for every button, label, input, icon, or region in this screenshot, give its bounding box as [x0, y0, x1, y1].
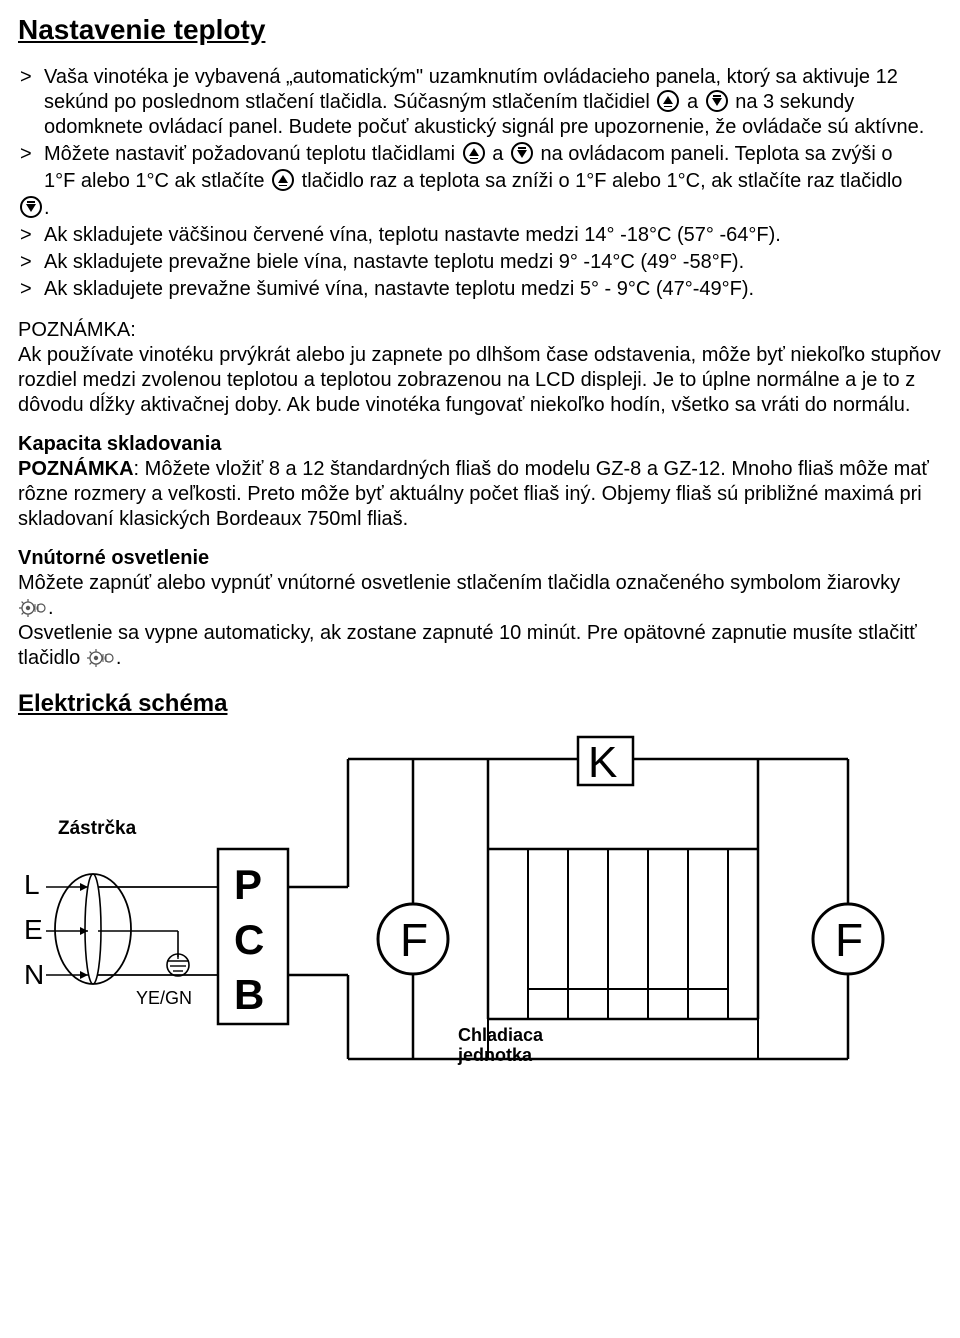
- bullet-marker: >: [18, 250, 44, 275]
- lighting-text-2: Osvetlenie sa vypne automaticky, ak zost…: [18, 622, 917, 669]
- bullet-subline: .: [18, 196, 942, 221]
- schema-E: E: [24, 914, 43, 945]
- lighting-text-1: Môžete zapnúť alebo vypnúť vnútorné osve…: [18, 572, 900, 594]
- text-fragment: a: [492, 143, 509, 165]
- text-fragment: .: [116, 647, 122, 669]
- bullet-item: > Môžete nastaviť požadovanú teplotu tla…: [18, 142, 942, 167]
- up-icon: [272, 169, 294, 191]
- down-icon: [20, 196, 42, 218]
- lighting-block: Vnútorné osvetlenie Môžete zapnúť alebo …: [18, 546, 942, 671]
- bullet-marker: >: [18, 65, 44, 90]
- schema-title: Elektrická schéma: [18, 689, 942, 719]
- bullet-item: > Ak skladujete prevažne šumivé vína, na…: [18, 277, 942, 302]
- note-text: Ak používate vinotéku prvýkrát alebo ju …: [18, 344, 941, 416]
- bulb-icon: [87, 647, 115, 669]
- text-fragment: 1°F alebo 1°C ak stlačíte: [44, 170, 270, 192]
- up-icon: [657, 90, 679, 112]
- schema-L: L: [24, 869, 40, 900]
- lighting-heading: Vnútorné osvetlenie: [18, 547, 209, 569]
- bullet-text: Ak skladujete prevažne biele vína, nasta…: [44, 250, 942, 275]
- down-icon: [511, 142, 533, 164]
- capacity-heading: Kapacita skladovania: [18, 433, 221, 455]
- bullet-subline: 1°F alebo 1°C ak stlačíte tlačidlo raz a…: [18, 169, 942, 194]
- bullet-marker: >: [18, 223, 44, 248]
- text-fragment: .: [48, 597, 54, 619]
- schema-N: N: [24, 959, 44, 990]
- bullet-text: Môžete nastaviť požadovanú teplotu tlači…: [44, 142, 942, 167]
- text-fragment: tlačidlo raz a teplota sa zníži o 1°F al…: [302, 170, 903, 192]
- bullet-text: Ak skladujete väčšinou červené vína, tep…: [44, 223, 942, 248]
- bullet-list: > Vaša vinotéka je vybavená „automatický…: [18, 65, 942, 302]
- text-fragment: Môžete nastaviť požadovanú teplotu tlači…: [44, 143, 461, 165]
- note-label: POZNÁMKA: [18, 319, 130, 341]
- up-icon: [463, 142, 485, 164]
- bullet-item: > Ak skladujete prevažne biele vína, nas…: [18, 250, 942, 275]
- bulb-icon: [19, 597, 47, 619]
- page-title: Nastavenie teploty: [18, 12, 942, 47]
- capacity-block: Kapacita skladovania POZNÁMKA: Môžete vl…: [18, 432, 942, 532]
- capacity-text: : Môžete vložiť 8 a 12 štandardných flia…: [18, 458, 929, 530]
- schema-F1: F: [400, 914, 428, 966]
- text-fragment: na ovládacom paneli. Teplota sa zvýši o: [540, 143, 892, 165]
- bullet-text: Vaša vinotéka je vybavená „automatickým"…: [44, 65, 942, 140]
- schema-cooling-1: Chladiaca: [458, 1025, 544, 1045]
- bullet-text: Ak skladujete prevažne šumivé vína, nast…: [44, 277, 942, 302]
- schema-C: C: [234, 916, 264, 963]
- schema-K: K: [588, 738, 617, 787]
- text-fragment: .: [44, 197, 50, 219]
- schema-P: P: [234, 861, 262, 908]
- note-block: POZNÁMKA: Ak používate vinotéku prvýkrát…: [18, 318, 942, 418]
- down-icon: [706, 90, 728, 112]
- schema-yegn: YE/GN: [136, 988, 192, 1008]
- capacity-note-label: POZNÁMKA: [18, 458, 134, 480]
- electrical-schema: Zástrčka L E N YE/GN P C B: [18, 729, 918, 1069]
- text-fragment: a: [687, 91, 704, 113]
- schema-B: B: [234, 971, 264, 1018]
- schema-F2: F: [835, 914, 863, 966]
- bullet-item: > Vaša vinotéka je vybavená „automatický…: [18, 65, 942, 140]
- schema-plug-label: Zástrčka: [58, 818, 137, 839]
- bullet-marker: >: [18, 277, 44, 302]
- bullet-item: > Ak skladujete väčšinou červené vína, t…: [18, 223, 942, 248]
- schema-cooling-2: jednotka: [457, 1045, 533, 1065]
- bullet-marker: >: [18, 142, 44, 167]
